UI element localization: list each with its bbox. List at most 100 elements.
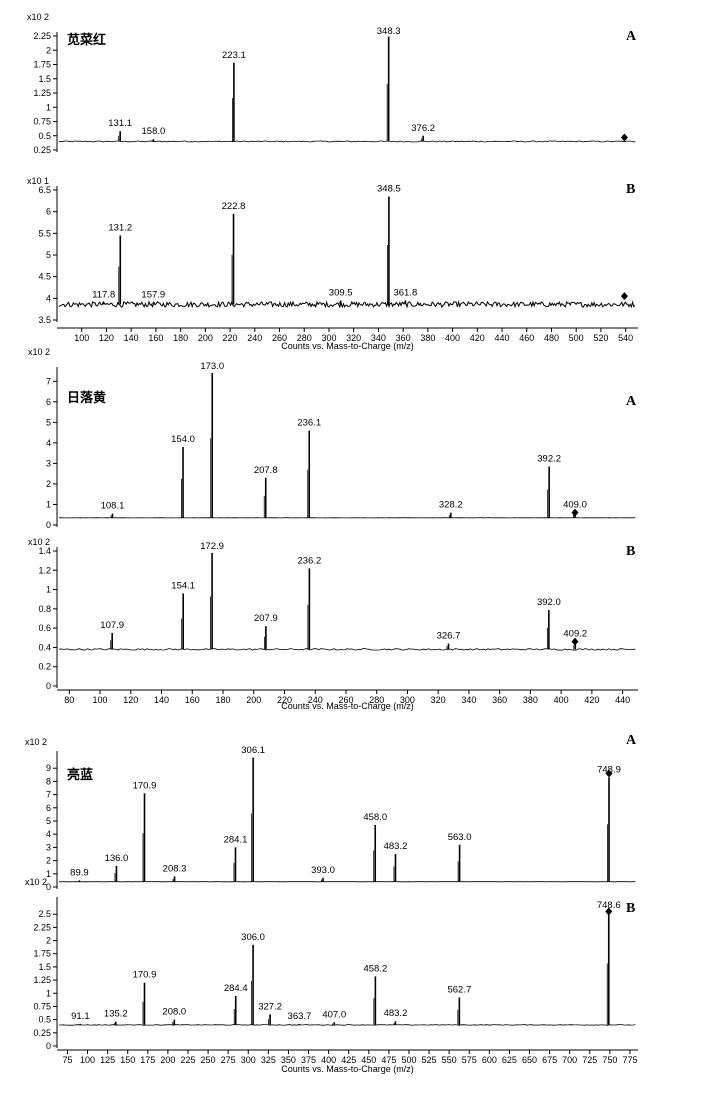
peak-label: 107.9 [100, 620, 124, 631]
y-tick-label: 0 [46, 520, 51, 530]
peak-label: 135.2 [104, 1009, 128, 1020]
y-tick-label: 2 [46, 479, 51, 489]
x-tick-label: 125 [100, 1055, 115, 1065]
y-tick-label: 5 [46, 417, 51, 427]
y-tick-label: 0.75 [33, 1001, 51, 1011]
panel-letter-B: B [626, 182, 635, 197]
y-tick-label: 0.6 [38, 623, 51, 633]
x-tick-label: 260 [338, 695, 353, 705]
x-tick-label: 475 [381, 1055, 396, 1065]
y-tick-label: 4 [46, 438, 51, 448]
x-tick-label: 460 [519, 333, 534, 343]
y-tick-label: 2 [46, 45, 51, 55]
y-tick-label: 0.2 [38, 662, 51, 672]
x-tick-label: 540 [618, 333, 633, 343]
x-tick-label: 725 [582, 1055, 597, 1065]
x-tick-label: 350 [281, 1055, 296, 1065]
peak-label: 89.9 [70, 867, 89, 878]
peak-label: 563.0 [448, 832, 472, 843]
x-tick-label: 320 [431, 695, 446, 705]
x-tick-label: 150 [120, 1055, 135, 1065]
peak-label: 562.7 [447, 984, 471, 995]
x-tick-label: 700 [562, 1055, 577, 1065]
panel-letter-B: B [626, 901, 635, 916]
peak-label: 748.6 [597, 900, 621, 911]
y-tick-label: 0.5 [38, 131, 51, 141]
peak-label: 223.1 [222, 50, 246, 61]
baseline-trace [59, 1024, 636, 1026]
baseline-trace [58, 300, 636, 309]
y-tick-label: 2.5 [38, 909, 51, 919]
spectrum-panel-B: 0 0.25 0.5 0.75 1 1.25 1.5 1.75 2 2.25 2.5 x10 2 91.… [25, 877, 636, 1051]
x-tick-label: 575 [462, 1055, 477, 1065]
x-tick-label: 400 [321, 1055, 336, 1065]
x-tick-label: 260 [272, 333, 287, 343]
precursor-diamond-marker [605, 769, 613, 778]
peak-label: 222.8 [222, 201, 246, 212]
x-tick-label: 380 [523, 695, 538, 705]
y-tick-label: 2.25 [33, 922, 51, 932]
x-tick-label: 250 [201, 1055, 216, 1065]
y-tick-label: 0.5 [38, 1015, 51, 1025]
peak-label: 131.2 [108, 223, 132, 234]
x-tick-label: 300 [241, 1055, 256, 1065]
panel-letter-B: B [626, 544, 635, 559]
peak-label: 154.0 [171, 434, 195, 445]
y-tick-label: 3 [46, 842, 51, 852]
x-tick-label: 100 [74, 333, 89, 343]
peak-label: 306.1 [241, 745, 265, 756]
peak-label: 172.9 [200, 541, 224, 552]
y-exponent-label: x10 2 [27, 12, 49, 22]
y-tick-label: 1.75 [33, 949, 51, 959]
y-tick-label: 4 [46, 829, 51, 839]
x-tick-label: 480 [544, 333, 559, 343]
y-tick-label: 0.4 [38, 642, 51, 652]
x-tick-label: 180 [173, 333, 188, 343]
y-tick-label: 1.5 [38, 74, 51, 84]
peak-label: 208.0 [162, 1007, 186, 1018]
peak-label: 348.3 [377, 26, 401, 37]
spectrum-panel-A: 0.25 0.5 0.75 1 1.25 1.5 1.75 2 2.25 x10 2 131.1 15… [27, 12, 637, 155]
x-tick-label: 650 [522, 1055, 537, 1065]
compound-title: 日落黄 [67, 390, 106, 405]
peak-label: 483.2 [384, 841, 408, 852]
x-tick-label: 525 [422, 1055, 437, 1065]
peak-label: 392.0 [537, 597, 561, 608]
y-tick-label: 5.5 [38, 228, 51, 238]
y-tick-label: 0.8 [38, 604, 51, 614]
y-tick-label: 1 [46, 869, 51, 879]
peak-label: 208.3 [163, 863, 187, 874]
peak-label: 236.2 [297, 555, 321, 566]
x-tick-label: 300 [400, 695, 415, 705]
x-tick-label: 375 [301, 1055, 316, 1065]
peak-label: 348.5 [377, 184, 401, 195]
y-tick-label: 7 [46, 376, 51, 386]
x-tick-label: 360 [396, 333, 411, 343]
peak-label: 376.2 [411, 123, 435, 134]
x-tick-label: 200 [246, 695, 261, 705]
peak-label: 154.1 [171, 580, 195, 591]
peak-label: 170.9 [133, 970, 157, 981]
x-tick-label: 440 [615, 695, 630, 705]
x-tick-label: 200 [198, 333, 213, 343]
x-tick-label: 320 [346, 333, 361, 343]
y-tick-label: 1.4 [38, 546, 51, 556]
precursor-diamond-marker [571, 637, 579, 646]
x-tick-label: 300 [321, 333, 336, 343]
y-tick-label: 4 [46, 293, 51, 303]
y-tick-label: 0.25 [33, 145, 51, 155]
y-tick-label: 0.25 [33, 1028, 51, 1038]
x-tick-label: 120 [123, 695, 138, 705]
y-tick-label: 1 [46, 102, 51, 112]
x-tick-label: 325 [261, 1055, 276, 1065]
peak-label: 170.9 [133, 780, 157, 791]
peak-label: 327.2 [258, 1001, 282, 1012]
peak-label: 207.8 [254, 465, 278, 476]
x-tick-label: 440 [495, 333, 510, 343]
peak-label: 483.2 [384, 1008, 408, 1019]
x-tick-label: 100 [80, 1055, 95, 1065]
peak-label: 173.0 [200, 361, 224, 372]
spectrum-figure-3: 0 1 2 3 4 5 6 7 8 9 x10 2 89.9 136.0 170.9 208.3 284.1 3… [25, 733, 638, 1074]
y-tick-label: 3 [46, 458, 51, 468]
